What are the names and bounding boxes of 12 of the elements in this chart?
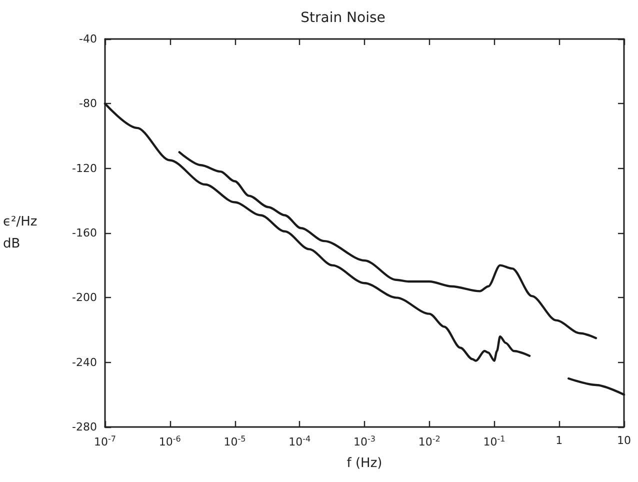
y-tick-label: -80 (79, 97, 97, 110)
x-tick-label: 10 (617, 434, 631, 447)
y-tick-label: -120 (72, 162, 97, 175)
y-tick-label: -160 (72, 226, 97, 240)
y-tick-label: -40 (79, 32, 97, 46)
chart-title: Strain Noise (300, 10, 386, 26)
y-tick-label: -200 (72, 291, 97, 304)
y-axis-title: ϵ²/Hz dB (3, 214, 38, 252)
x-tick-label: 1 (556, 434, 563, 447)
y-tick-label: -280 (72, 420, 97, 434)
y-tick-label: -240 (72, 356, 97, 369)
x-axis-title: f (Hz) (346, 456, 382, 471)
